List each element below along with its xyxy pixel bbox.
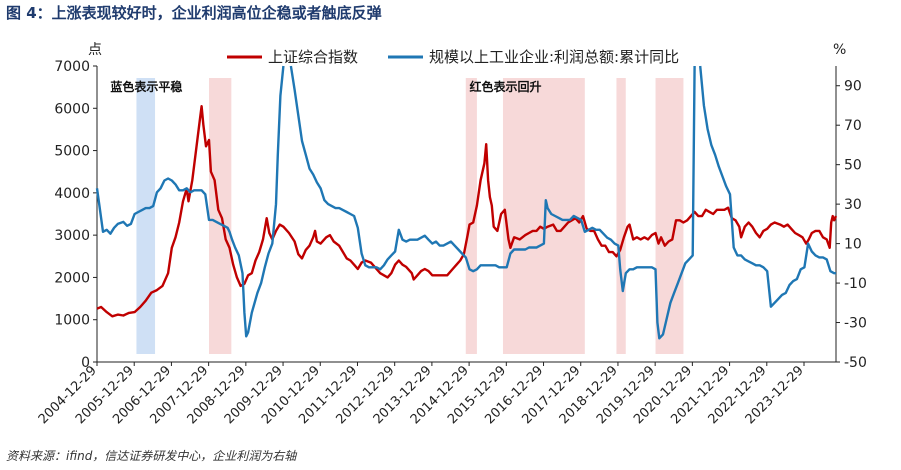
band-red-3 — [502, 78, 585, 354]
left-axis-unit: 点 — [88, 42, 102, 58]
right-tick-label: 70 — [844, 118, 862, 134]
annotations: 蓝色表示平稳 红色表示回升 — [110, 79, 541, 94]
annotation-1: 红色表示回升 — [469, 79, 541, 94]
series-line-profit-yoy-0 — [95, 65, 285, 338]
series-line-profit-yoy-2 — [699, 65, 836, 308]
band-red-5 — [655, 78, 684, 354]
source-note: 资料来源：ifind，信达证券研发中心，企业利润为右轴 — [6, 449, 297, 463]
right-tick-label: -50 — [844, 355, 867, 371]
right-tick-label: 50 — [844, 158, 862, 174]
shaded-bands — [136, 78, 684, 354]
band-red-2 — [465, 78, 477, 354]
right-tick-label: 10 — [844, 237, 862, 253]
right-tick-label: 30 — [844, 197, 862, 213]
left-tick-label: 2000 — [54, 270, 90, 286]
left-tick-label: 5000 — [54, 144, 90, 160]
right-axis-unit: % — [833, 42, 846, 58]
legend-label-profit-yoy: 规模以上工业企业:利润总额:累计同比 — [429, 48, 679, 66]
left-tick-label: 6000 — [54, 101, 90, 117]
series-line-sse-index — [96, 105, 838, 318]
legend: 上证综合指数 规模以上工业企业:利润总额:累计同比 — [227, 48, 679, 66]
band-red-4 — [616, 78, 626, 354]
left-tick-label: 0 — [81, 355, 90, 371]
series-lines — [95, 65, 838, 340]
series-line-profit-yoy-1 — [289, 65, 696, 340]
right-tick-label: -10 — [844, 276, 867, 292]
annotation-0: 蓝色表示平稳 — [110, 79, 182, 94]
left-tick-label: 1000 — [54, 313, 90, 329]
figure-title: 图 4：上涨表现较好时，企业利润高位企稳或者触底反弹 — [6, 4, 382, 22]
right-tick-label: -30 — [844, 316, 867, 332]
legend-label-sse-index: 上证综合指数 — [268, 48, 358, 66]
left-tick-label: 3000 — [54, 228, 90, 244]
left-tick-label: 7000 — [54, 59, 90, 75]
band-blue-0 — [136, 78, 156, 354]
left-tick-label: 4000 — [54, 186, 90, 202]
right-tick-label: 90 — [844, 79, 862, 95]
